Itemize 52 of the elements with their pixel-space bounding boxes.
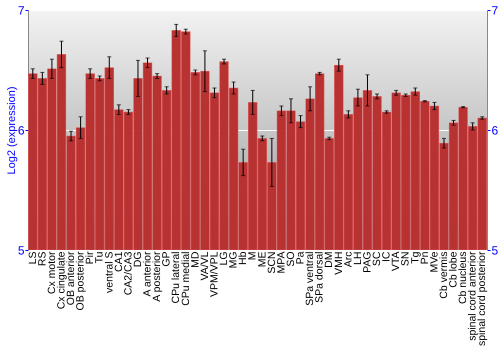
x-tick-label: SN [400, 252, 412, 266]
x-tick-label: MVe [428, 251, 440, 273]
y-tick-label: 5 [18, 244, 25, 258]
y-tick-label: 7 [18, 4, 25, 18]
x-tick-label: A posterior [151, 251, 164, 302]
x-tick-label: M [246, 252, 259, 260]
x-tick-label: Tg [409, 251, 422, 264]
x-tick-label: CPu lateral [170, 252, 182, 304]
x-tick-label: Tu [94, 251, 106, 264]
x-tick-label: Hb [237, 251, 250, 265]
x-tick-label: VTA [390, 252, 402, 272]
x-tick-label: Pir [84, 251, 96, 264]
x-tick-label: SPa dorsal [314, 252, 326, 303]
x-tick-label: DG [132, 252, 144, 268]
x-tick-label: Pa [294, 251, 307, 264]
x-tick-label: Cb nucleus [457, 252, 470, 304]
x-tick-label: RS [36, 252, 48, 266]
x-tick-label: Cx motor [46, 251, 58, 294]
x-tick-label: VPM/VPL [208, 251, 220, 298]
x-tick-label: LS [26, 252, 39, 264]
x-tick-label: LH [352, 252, 364, 265]
x-tick-label: SC [371, 251, 384, 266]
x-tick-label: ME [256, 252, 268, 268]
x-tick-label: Cb lobe [448, 251, 460, 288]
y-axis-title: Log2 (expression) [6, 86, 18, 175]
x-tick-label: LG [218, 252, 230, 266]
x-tick-label: CA1 [112, 251, 125, 272]
x-tick-label: SO [284, 252, 297, 267]
y-tick-label: 6 [18, 124, 25, 138]
x-tick-label: GP [160, 252, 173, 267]
x-tick-label: DM [323, 252, 336, 268]
x-tick-label: spinal cord anterior [466, 250, 479, 341]
x-tick-label: Cx cingulate [55, 251, 68, 310]
y2-tick-label: 6 [492, 124, 498, 138]
y2-tick-label: 5 [492, 244, 498, 258]
x-tick-label: ventral S [103, 252, 116, 293]
x-tick-label: CA2/CA3 [122, 251, 134, 296]
y2-tick-label: 7 [492, 4, 498, 18]
x-tick-label: VMH [332, 252, 345, 275]
x-tick-label: OB posterior [74, 251, 87, 310]
x-tick-label: IC [380, 251, 393, 262]
x-tick-label: Cb vermis [438, 252, 450, 299]
x-tick-label: A anterior [142, 251, 154, 296]
x-tick-label: MPA [275, 252, 288, 274]
x-tick-label: VA/VL [198, 251, 211, 280]
x-tick-label: OB anterior [65, 251, 78, 306]
x-tick-label: MD [189, 251, 202, 268]
x-tick-label: spinal cord posterior [476, 250, 488, 346]
x-tick-label: Arc [342, 252, 354, 268]
x-tick-label: CPu medial [180, 252, 192, 306]
x-tick-label: PAG [361, 252, 374, 273]
x-tick-label: SCN [266, 252, 278, 274]
